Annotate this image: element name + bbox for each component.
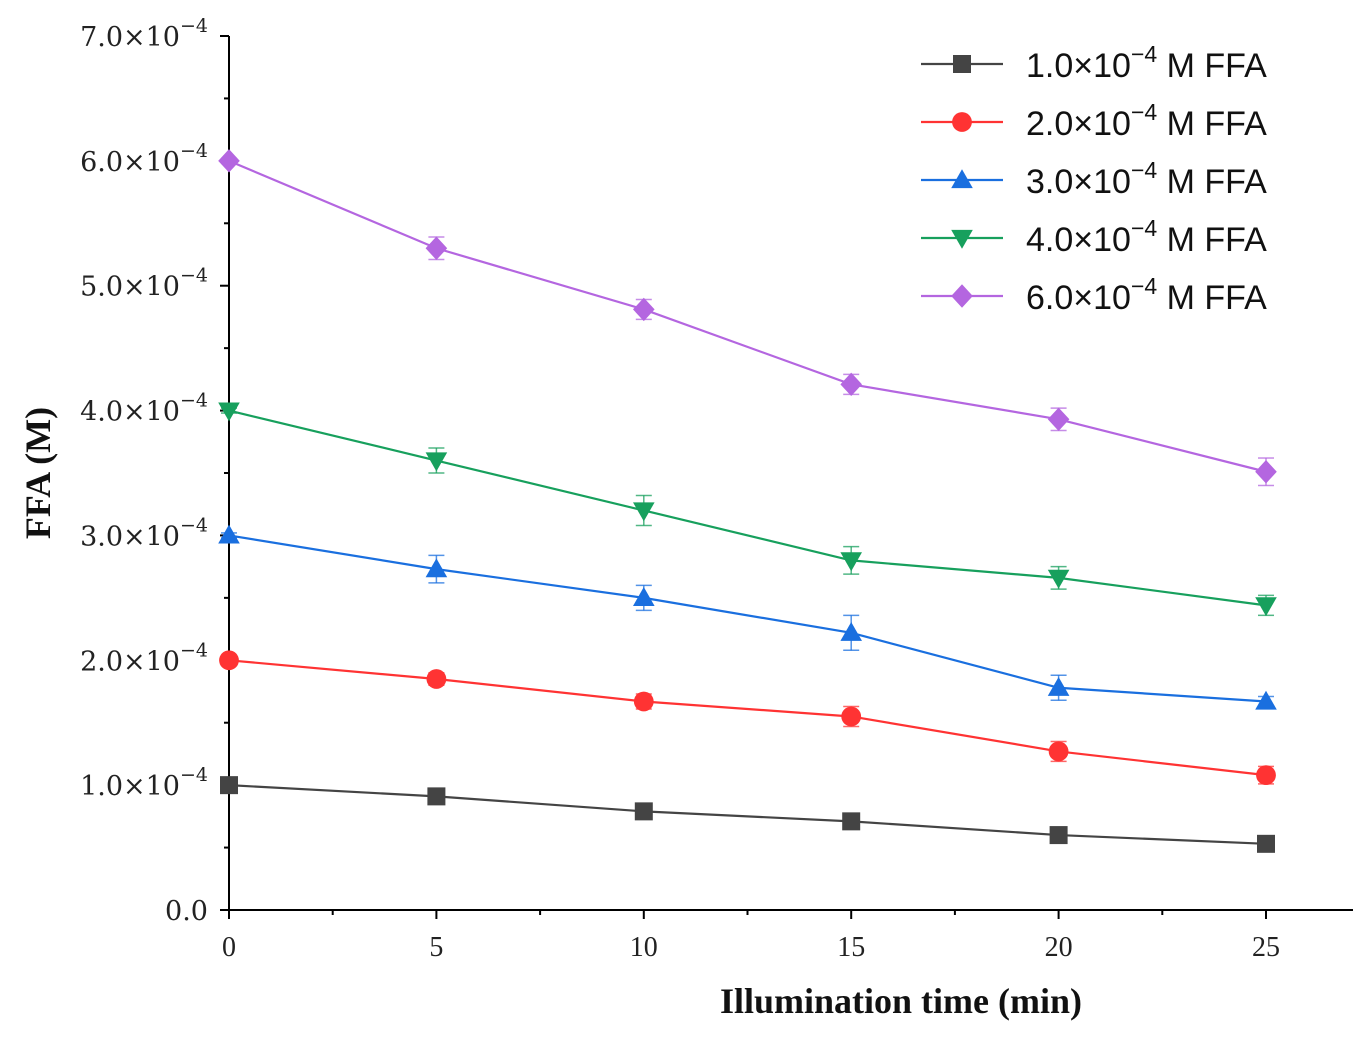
y-tick-label: 4.0×10−4 (80, 390, 208, 428)
y-tick-label: 1.0×10−4 (80, 764, 208, 802)
data-point (840, 622, 862, 641)
data-point (633, 502, 655, 522)
series-line (228, 784, 1267, 845)
legend-item-5: 6.0×10−4 M FFA (921, 273, 1267, 317)
series-5 (218, 149, 1277, 487)
y-tick-label: 0.0 (165, 896, 208, 927)
data-point (1048, 741, 1069, 762)
y-tick-label: 6.0×10−4 (80, 140, 208, 178)
x-tick-label: 25 (1252, 932, 1280, 963)
series-4 (218, 402, 1277, 617)
x-tick-label: 20 (1045, 932, 1073, 963)
data-point (841, 706, 862, 727)
x-tick-label: 5 (429, 932, 443, 963)
legend-label: 3.0×10−4 M FFA (1026, 157, 1267, 201)
data-point (220, 776, 238, 795)
series-line (228, 534, 1267, 703)
data-point (1255, 690, 1277, 710)
series-1 (220, 776, 1275, 853)
data-point (1049, 826, 1068, 845)
legend-marker (953, 55, 971, 73)
y-tick-label: 7.0×10−4 (80, 15, 208, 53)
legend-marker (951, 284, 973, 308)
legend-label: 6.0×10−4 M FFA (1026, 273, 1267, 317)
y-tick-label: 5.0×10−4 (80, 265, 208, 303)
data-point (218, 524, 240, 544)
data-point (1255, 597, 1277, 617)
series-3 (218, 524, 1277, 710)
legend-marker (952, 112, 972, 132)
data-point (840, 372, 862, 397)
series-line (228, 409, 1267, 607)
x-axis-title: Illumination time (min) (720, 981, 1082, 1021)
data-point (218, 149, 240, 173)
y-tick-label: 3.0×10−4 (80, 514, 208, 552)
legend-item-1: 1.0×10−4 M FFA (921, 41, 1267, 85)
legend-label: 1.0×10−4 M FFA (1026, 41, 1267, 85)
y-tick-label: 2.0×10−4 (80, 639, 208, 677)
data-point (218, 402, 240, 422)
data-point (1256, 765, 1276, 786)
legend: 1.0×10−4 M FFA 2.0×10−4 M FFA 3.0×10−4 M F… (921, 41, 1267, 317)
legend-label: 4.0×10−4 M FFA (1026, 215, 1267, 259)
data-point (219, 650, 239, 671)
data-point (1255, 460, 1277, 484)
data-point (1047, 569, 1070, 589)
data-point (1047, 676, 1070, 696)
series-line (228, 659, 1267, 777)
data-point (840, 552, 862, 572)
data-point (634, 802, 653, 821)
data-point (633, 587, 655, 606)
data-point (633, 297, 655, 322)
y-axis-title: FFA (M) (18, 407, 58, 539)
data-point (842, 812, 861, 831)
series-layer (218, 149, 1277, 853)
x-tick-label: 10 (630, 932, 658, 963)
legend-item-2: 2.0×10−4 M FFA (921, 99, 1267, 143)
data-point (425, 452, 448, 472)
data-point (426, 669, 447, 689)
x-tick-label: 0 (222, 932, 236, 963)
data-point (425, 558, 448, 578)
series-2 (219, 650, 1276, 786)
series-line (228, 159, 1267, 473)
data-point (633, 691, 654, 712)
data-point (425, 236, 448, 260)
legend-marker (951, 229, 973, 249)
data-point (427, 787, 446, 806)
legend-item-4: 4.0×10−4 M FFA (921, 215, 1267, 259)
x-tick-label: 15 (837, 932, 865, 963)
legend-marker (951, 169, 973, 189)
data-point (1257, 834, 1275, 853)
data-point (1047, 407, 1070, 432)
legend-item-3: 3.0×10−4 M FFA (921, 157, 1267, 201)
legend-label: 2.0×10−4 M FFA (1026, 99, 1267, 143)
axes: 0.0 1.0×10−4 2.0×10−4 3.0×10−4 4.0×10−4 5.0×1… (80, 15, 1353, 963)
